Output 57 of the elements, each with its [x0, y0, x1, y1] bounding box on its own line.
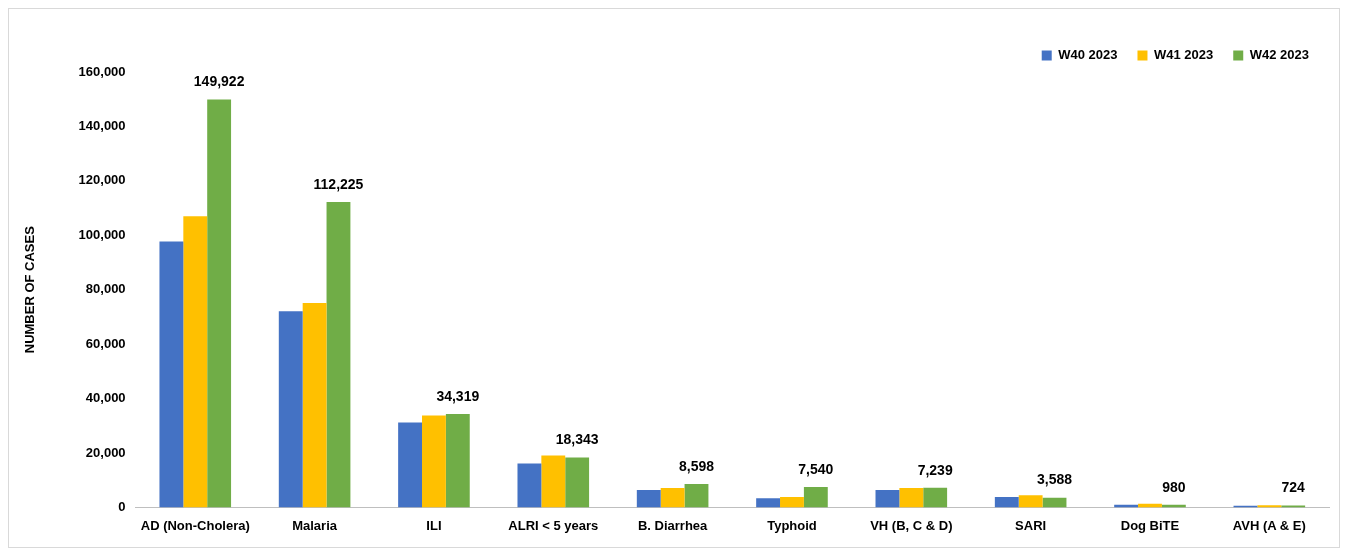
- bar: [541, 455, 566, 508]
- data-label: 18,343: [555, 431, 599, 448]
- y-tick-label: 40,000: [85, 390, 126, 406]
- x-tick-label: ILI: [426, 517, 442, 533]
- y-tick-label: 0: [118, 498, 126, 514]
- y-axis-title: NUMBER OF CASES: [22, 225, 38, 354]
- x-tick-label: AD (Non-Cholera): [140, 517, 250, 533]
- x-tick-label: Dog BiTE: [1120, 517, 1180, 533]
- bar: [1018, 495, 1043, 508]
- y-tick-label: 80,000: [85, 281, 126, 297]
- data-label: 34,319: [436, 387, 480, 404]
- bar: [422, 415, 446, 508]
- data-label: 3,588: [1036, 471, 1073, 488]
- data-label: 112,225: [313, 175, 364, 192]
- bar: [780, 497, 804, 508]
- legend-label: W42 2023: [1249, 47, 1309, 63]
- data-label: 724: [1281, 479, 1306, 496]
- y-tick-label: 140,000: [78, 118, 126, 133]
- bar: [636, 489, 661, 508]
- bar: [183, 216, 208, 508]
- y-tick-label: 20,000: [85, 444, 126, 460]
- data-label: 149,922: [193, 73, 245, 90]
- bar: [660, 488, 685, 508]
- y-tick-label: 60,000: [85, 335, 126, 351]
- data-label: 7,239: [917, 461, 953, 478]
- bar: [326, 202, 351, 508]
- bar: [1257, 505, 1282, 508]
- bar: [302, 303, 327, 508]
- data-label: 980: [1162, 478, 1186, 495]
- bar: [398, 422, 423, 508]
- data-label: 7,540: [798, 460, 834, 477]
- legend-label: W41 2023: [1153, 47, 1214, 63]
- legend-label: W40 2023: [1058, 47, 1118, 63]
- x-tick-label: VH (B, C & D): [870, 517, 953, 533]
- y-tick-label: 160,000: [78, 63, 126, 79]
- bar: [517, 463, 542, 508]
- bar: [803, 486, 828, 508]
- x-tick-label: B. Diarrhea: [637, 517, 709, 533]
- data-label: 8,598: [678, 457, 715, 474]
- bar: [278, 311, 303, 508]
- bar: [445, 414, 470, 508]
- bar: [899, 488, 924, 508]
- bar: [756, 498, 781, 508]
- x-tick-label: ALRI < 5 years: [508, 517, 599, 533]
- x-tick-label: Malaria: [292, 517, 338, 533]
- x-tick-label: SARI: [1015, 517, 1047, 533]
- y-tick-label: 100,000: [78, 226, 126, 242]
- x-tick-label: Typhoid: [767, 517, 817, 533]
- bar: [207, 99, 232, 508]
- bar: [994, 497, 1019, 508]
- bar: [565, 457, 590, 508]
- x-tick-label: AVH (A & E): [1232, 517, 1306, 533]
- bar: [875, 489, 900, 508]
- bar: [159, 241, 184, 508]
- bar: [923, 487, 948, 508]
- y-tick-label: 120,000: [78, 172, 126, 188]
- bar: [684, 484, 709, 508]
